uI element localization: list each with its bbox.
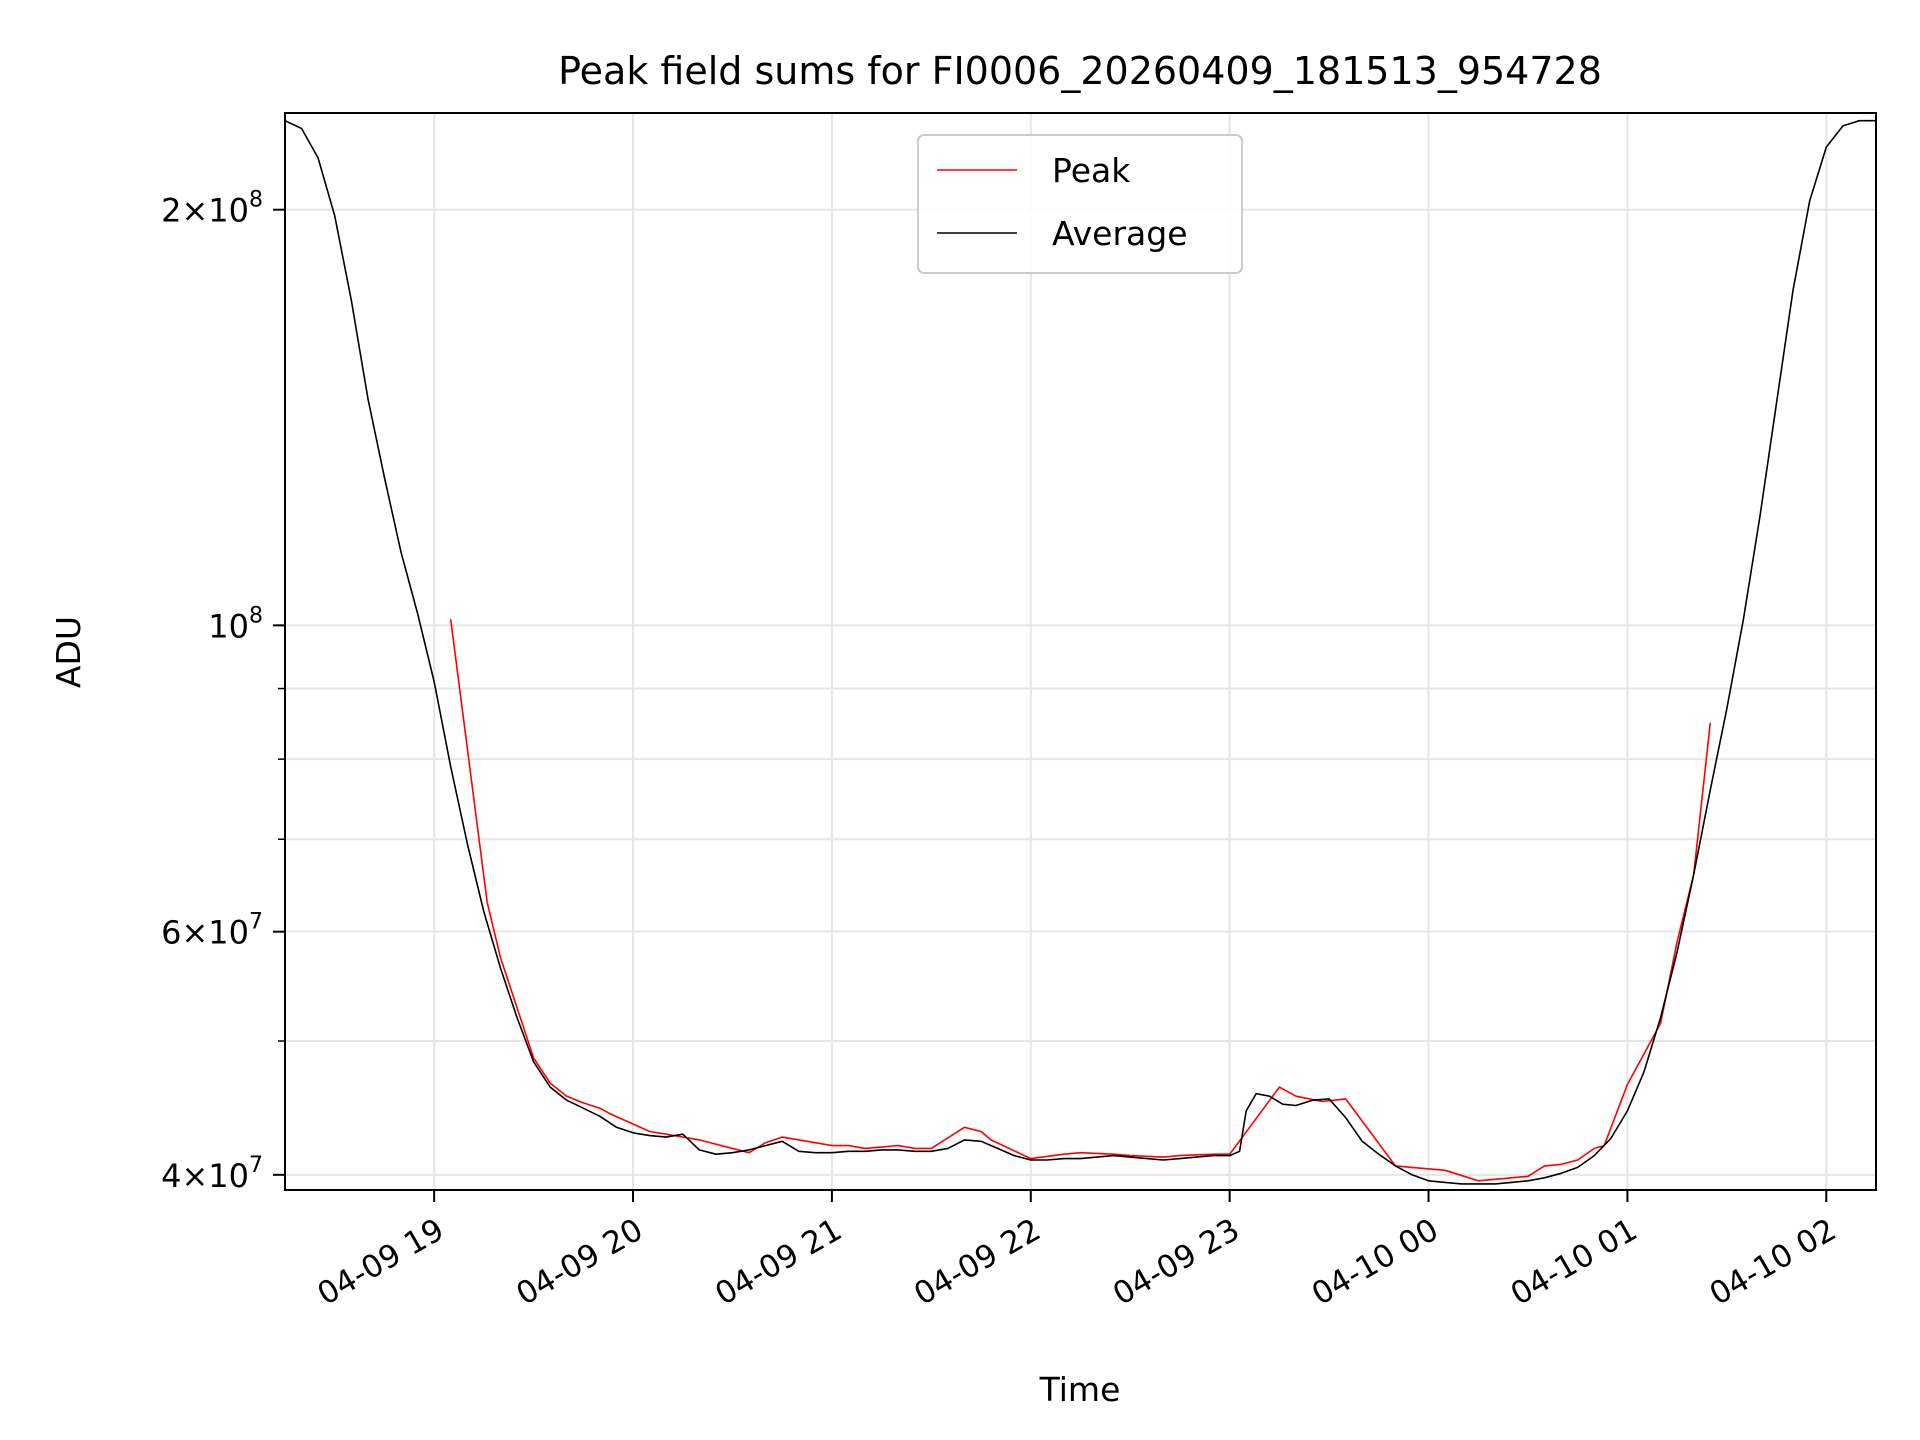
chart-title: Peak field sums for FI0006_20260409_1815…	[558, 49, 1602, 93]
y-tick-label-0: 4×107	[161, 1153, 263, 1195]
y-tick-label-2: 108	[208, 603, 263, 645]
grid	[285, 113, 1876, 1190]
legend-label-peak: Peak	[1052, 151, 1131, 190]
plot-area-frame	[284, 112, 1877, 1191]
legend: Peak Average	[917, 134, 1243, 274]
y-tick-label-1: 6×107	[161, 910, 263, 952]
series-line-peak	[449, 619, 1712, 1182]
y-tick-label-3: 2×108	[161, 188, 263, 230]
y-axis: 4×107 6×107 108 2×108	[161, 188, 285, 1195]
series-layer	[284, 119, 1876, 1185]
series-line-average	[284, 119, 1876, 1185]
x-axis-label: Time	[1039, 1370, 1121, 1409]
y-axis-label: ADU	[49, 616, 88, 688]
legend-label-average: Average	[1052, 214, 1188, 253]
